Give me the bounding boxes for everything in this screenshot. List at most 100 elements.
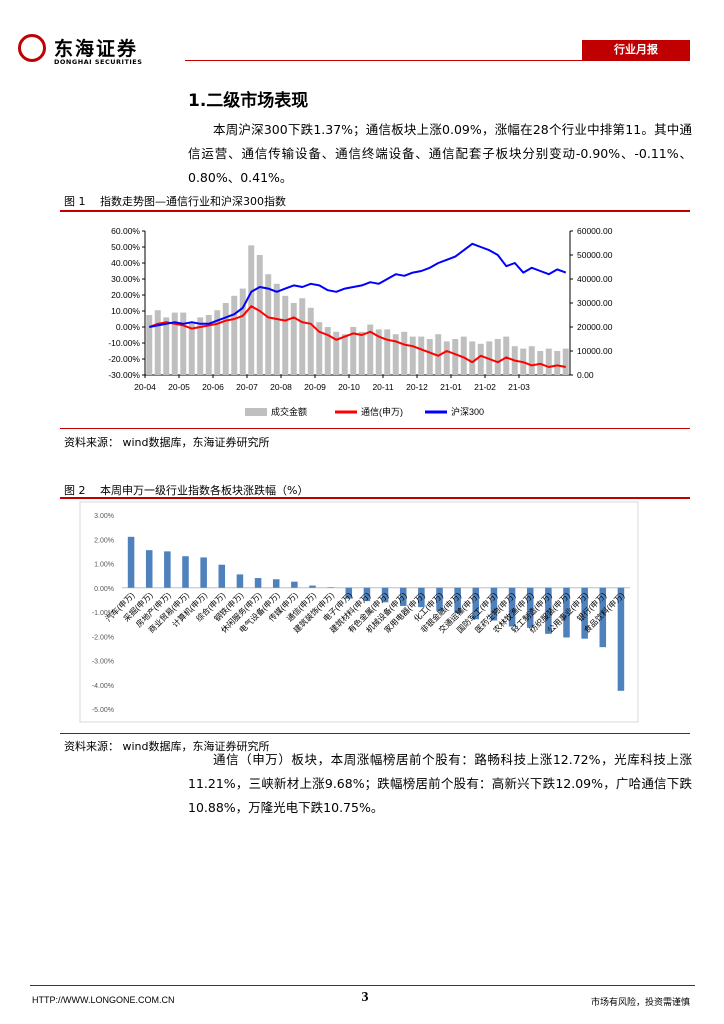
bar bbox=[460, 336, 467, 375]
bar bbox=[399, 587, 407, 606]
bar bbox=[367, 324, 374, 375]
bar bbox=[273, 283, 280, 375]
bar bbox=[563, 587, 570, 638]
bar bbox=[333, 331, 340, 375]
x-tick-label: 21-03 bbox=[508, 382, 530, 392]
bar bbox=[256, 255, 263, 375]
bar bbox=[508, 587, 516, 627]
legend-label: 通信(申万) bbox=[361, 406, 403, 417]
x-tick-label: 21-01 bbox=[440, 382, 462, 392]
paragraph: 通信（申万）板块，本周涨幅榜居前个股有：路畅科技上涨12.72%，光库科技上涨1… bbox=[188, 752, 692, 815]
figure-source: 资料来源： wind数据库，东海证券研究所 bbox=[64, 740, 270, 753]
y-tick-label: -4.00% bbox=[92, 683, 114, 690]
bar bbox=[182, 556, 189, 588]
header-rule bbox=[185, 60, 690, 61]
logo-mark bbox=[18, 34, 46, 62]
bar bbox=[291, 581, 298, 588]
y-tick-label: 1.00% bbox=[94, 562, 114, 569]
bar bbox=[435, 334, 442, 375]
y2-tick-label: 60000.00 bbox=[577, 226, 613, 236]
bar bbox=[248, 245, 255, 375]
bar bbox=[528, 346, 535, 375]
footer-rule bbox=[30, 985, 695, 986]
y-tick-label: -5.00% bbox=[92, 707, 114, 714]
x-tick-label: 20-09 bbox=[304, 382, 326, 392]
y2-tick-label: 10000.00 bbox=[577, 346, 613, 356]
bar bbox=[154, 310, 161, 375]
y-tick-label: 0.00% bbox=[116, 322, 141, 332]
bar bbox=[418, 587, 425, 608]
bar bbox=[145, 550, 153, 588]
bar bbox=[418, 336, 425, 375]
x-tick-label: 20-12 bbox=[406, 382, 428, 392]
line-series bbox=[149, 242, 567, 328]
bar bbox=[188, 322, 195, 375]
chart: -5.00% -4.00% -3.00% -2.00% -1.00% 0.00% 1.00%… bbox=[79, 501, 639, 723]
x-tick-label: 20-06 bbox=[202, 382, 224, 392]
caption-rule bbox=[60, 497, 690, 499]
bar bbox=[494, 339, 501, 375]
y-tick-label: -10.00% bbox=[108, 338, 140, 348]
legend-label: 成交金额 bbox=[271, 406, 307, 417]
chart: -30.00% -20.00% -10.00% 0.00% 10.00% 20.00% 30… bbox=[108, 226, 613, 417]
paragraph: 本周沪深300下跌1.37%；通信板块上涨0.09%，涨幅在28个行业中排第11… bbox=[188, 122, 692, 185]
bar bbox=[218, 564, 226, 588]
legend-label: 沪深300 bbox=[451, 406, 484, 417]
company-name-en: DONGHAI SECURITIES bbox=[54, 58, 143, 66]
bar bbox=[477, 343, 484, 375]
bar bbox=[146, 315, 153, 375]
bar bbox=[452, 339, 459, 375]
bar bbox=[282, 295, 289, 375]
y-tick-label: 20.00% bbox=[111, 290, 140, 300]
figure-caption: 本周申万一级行业指数各板块涨跌幅（%） bbox=[100, 484, 309, 497]
bar bbox=[381, 587, 389, 603]
bar bbox=[472, 587, 480, 620]
y-tick-label: 60.00% bbox=[111, 226, 140, 236]
y-tick-label: -30.00% bbox=[108, 370, 140, 380]
bar bbox=[222, 303, 229, 375]
bar bbox=[316, 322, 323, 375]
bar bbox=[307, 307, 314, 375]
bar bbox=[436, 587, 443, 611]
y2-tick-label: 20000.00 bbox=[577, 322, 613, 332]
bar bbox=[350, 327, 357, 375]
bar bbox=[236, 574, 244, 588]
figure-number: 图 2 bbox=[64, 484, 86, 497]
y2-tick-label: 50000.00 bbox=[577, 250, 613, 260]
bar bbox=[358, 331, 365, 375]
bar bbox=[272, 579, 280, 588]
source-rule bbox=[60, 733, 690, 734]
y2-tick-label: 0.00 bbox=[577, 370, 594, 380]
bar bbox=[443, 341, 450, 375]
y-tick-label: 30.00% bbox=[111, 274, 140, 284]
bar bbox=[392, 334, 399, 375]
bar bbox=[599, 587, 607, 648]
bar bbox=[345, 587, 353, 599]
line-series bbox=[148, 305, 566, 368]
bar bbox=[290, 303, 297, 375]
bar bbox=[309, 585, 316, 588]
y-tick-label: 3.00% bbox=[94, 513, 114, 520]
bar bbox=[554, 351, 561, 375]
bar bbox=[239, 288, 246, 375]
y-tick-label: -2.00% bbox=[92, 634, 114, 641]
figure-source: 资料来源： wind数据库，东海证券研究所 bbox=[64, 436, 270, 449]
bar bbox=[163, 317, 170, 375]
x-tick-label: 20-04 bbox=[134, 382, 156, 392]
figure-number: 图 1 bbox=[64, 195, 86, 208]
bar bbox=[214, 310, 221, 375]
bar bbox=[205, 315, 212, 375]
bar bbox=[545, 348, 552, 375]
bar bbox=[341, 334, 348, 375]
bar bbox=[200, 557, 207, 588]
bar bbox=[254, 578, 262, 588]
x-tick-label: 21-02 bbox=[474, 382, 496, 392]
chart-border bbox=[79, 501, 639, 723]
figure-caption: 指数走势图—通信行业和沪深300指数 bbox=[100, 195, 286, 208]
section-title: 1.二级市场表现 bbox=[188, 91, 309, 111]
source-rule bbox=[60, 428, 690, 429]
x-tick-label: 20-11 bbox=[372, 382, 393, 392]
bar bbox=[617, 587, 625, 691]
bar bbox=[490, 587, 498, 621]
footer-disclaimer: 市场有风险，投资需谨慎 bbox=[590, 998, 690, 1008]
